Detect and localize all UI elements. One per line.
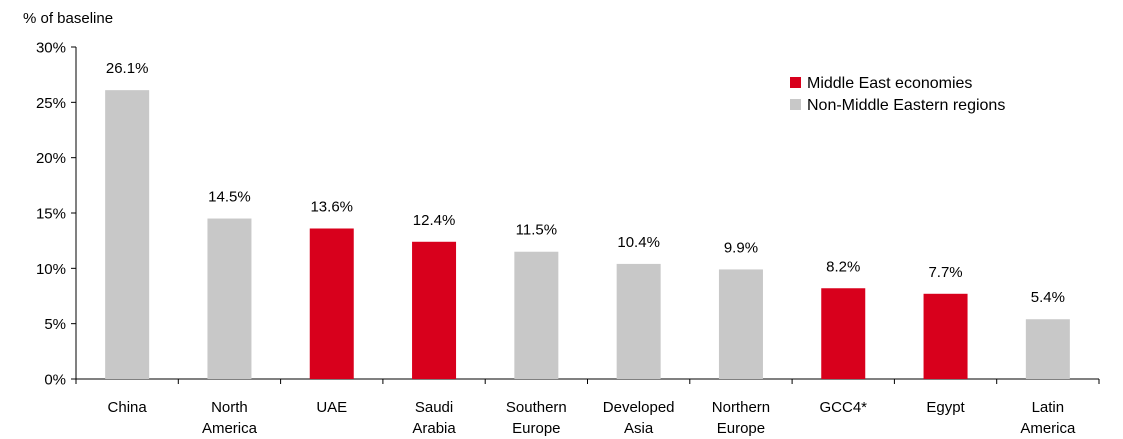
data-label: 5.4% — [1031, 289, 1065, 306]
legend-label: Non-Middle Eastern regions — [807, 97, 1005, 114]
data-label: 7.7% — [928, 264, 962, 281]
x-tick-label: China — [108, 399, 148, 416]
data-label: 10.4% — [617, 234, 660, 251]
bar — [309, 228, 354, 379]
x-tick-label: Egypt — [926, 399, 965, 416]
y-tick-label: 20% — [36, 150, 66, 167]
legend-swatch — [790, 99, 801, 110]
y-tick-label: 5% — [44, 316, 66, 333]
bars — [105, 90, 1070, 379]
data-labels: 26.1% 14.5% 13.6% 12.4% 11.5% 10.4% 9.9% 8.2% 7.… — [106, 60, 1065, 306]
x-tick-label: UAE — [316, 399, 347, 416]
x-tick-label: Latin America — [1020, 399, 1076, 437]
x-tick-label: GCC4* — [819, 399, 867, 416]
x-tick-label: Southern Europe — [506, 399, 567, 437]
legend: Middle East economies Non-Middle Eastern … — [790, 75, 1005, 114]
y-tick-label: 30% — [36, 40, 66, 57]
x-tick-label: Saudi Arabia — [412, 399, 456, 437]
y-tick-label: 10% — [36, 261, 66, 278]
legend-label: Middle East economies — [807, 75, 972, 92]
y-tick-label: 15% — [36, 206, 66, 223]
bar — [923, 293, 968, 379]
bar — [207, 218, 252, 379]
x-axis: China North America UAE Saudi Arabia Southern E… — [75, 378, 1100, 437]
bar — [718, 269, 763, 379]
x-tick-label: Developed Asia — [603, 399, 675, 437]
bar — [514, 251, 559, 379]
legend-swatch — [790, 77, 801, 88]
data-label: 8.2% — [826, 258, 860, 275]
data-label: 9.9% — [724, 239, 758, 256]
x-tick-label: North America — [202, 399, 258, 437]
data-label: 26.1% — [106, 60, 149, 77]
bar — [412, 241, 457, 379]
y-axis-label: % of baseline — [23, 10, 113, 27]
bar — [821, 288, 866, 379]
data-label: 11.5% — [516, 222, 557, 239]
data-label: 12.4% — [413, 212, 456, 229]
data-label: 14.5% — [208, 189, 251, 206]
bar — [1025, 319, 1070, 379]
bar — [105, 90, 150, 379]
y-axis: 0% 5% 10% 15% 20% 25% 30% — [36, 40, 77, 389]
data-label: 13.6% — [310, 198, 353, 215]
y-tick-label: 0% — [44, 372, 66, 389]
y-tick-label: 25% — [36, 95, 66, 112]
bar — [616, 263, 661, 379]
x-tick-label: Northern Europe — [712, 399, 770, 437]
